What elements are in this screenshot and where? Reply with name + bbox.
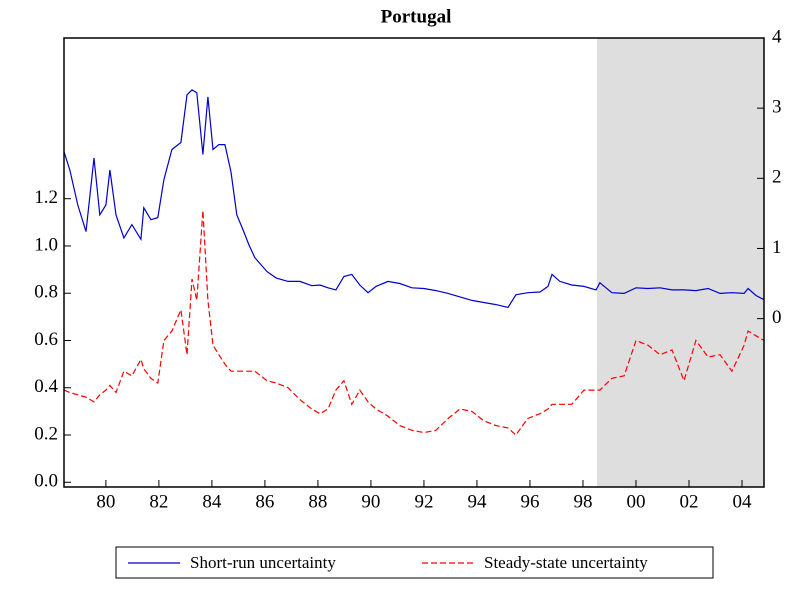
legend-label: Short-run uncertainty	[190, 553, 336, 572]
x-tick-label: 80	[96, 491, 115, 512]
y2-tick-label: 4	[772, 26, 782, 47]
y-tick-label: 0.8	[34, 282, 58, 303]
x-tick-label: 00	[626, 491, 645, 512]
x-tick-label: 98	[573, 491, 592, 512]
y-tick-label: 0.4	[34, 376, 58, 397]
y2-tick-label: 0	[772, 307, 782, 328]
y-tick-label: 1.0	[34, 234, 58, 255]
series-line	[63, 210, 765, 436]
x-tick-label: 86	[255, 491, 274, 512]
x-tick-label: 82	[149, 491, 168, 512]
x-tick-label: 02	[679, 491, 698, 512]
x-tick-label: 94	[467, 491, 487, 512]
chart-title: Portugal	[381, 6, 452, 27]
x-tick-label: 96	[520, 491, 539, 512]
x-tick-label: 92	[414, 491, 433, 512]
shaded-region	[597, 38, 764, 487]
x-tick-label: 90	[361, 491, 380, 512]
y-tick-label: 1.2	[34, 187, 58, 208]
legend-label: Steady-state uncertainty	[484, 553, 648, 572]
y-tick-label: 0.2	[34, 423, 58, 444]
x-tick-label: 88	[308, 491, 327, 512]
y2-tick-label: 3	[772, 97, 782, 118]
x-tick-label: 04	[733, 491, 753, 512]
x-tick-label: 84	[202, 491, 222, 512]
y-tick-label: 0.0	[34, 471, 58, 492]
legend-box	[115, 546, 714, 579]
y2-tick-label: 1	[772, 237, 782, 258]
y2-tick-label: 2	[772, 167, 782, 188]
series-line	[63, 89, 765, 309]
plot-frame	[63, 37, 765, 488]
y-tick-label: 0.6	[34, 329, 58, 350]
